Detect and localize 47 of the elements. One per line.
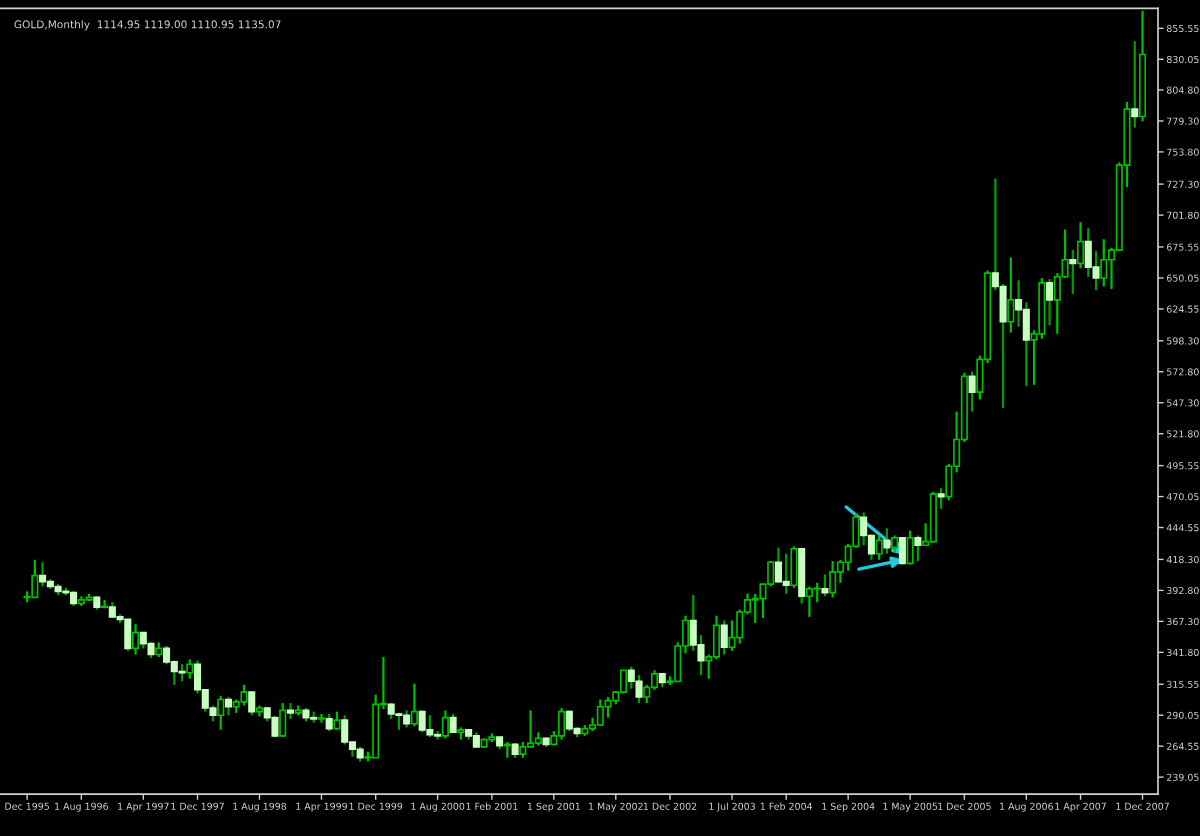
candlestick <box>937 487 945 510</box>
candlestick <box>1131 40 1139 129</box>
candlestick <box>1069 248 1077 295</box>
candlestick <box>883 527 891 555</box>
candlestick <box>968 370 976 413</box>
candlestick <box>790 545 798 589</box>
candlestick <box>782 552 790 595</box>
candlestick <box>132 623 140 656</box>
candlestick <box>906 529 914 566</box>
candlestick <box>1100 238 1108 288</box>
candlestick <box>426 714 434 739</box>
candlestick <box>317 712 325 724</box>
candlestick <box>1046 278 1054 327</box>
candlestick <box>596 698 604 728</box>
candlestick <box>124 618 132 652</box>
candlestick <box>604 695 612 719</box>
candlestick <box>441 709 449 740</box>
candlestick <box>101 598 109 610</box>
candlestick <box>798 546 806 605</box>
candlestick <box>914 534 922 563</box>
candlestick <box>162 644 171 666</box>
candlestick <box>635 674 643 705</box>
candlestick <box>279 702 287 739</box>
candlestick <box>829 559 837 599</box>
candlestick <box>224 695 233 717</box>
candlestick <box>898 536 906 566</box>
candlestick <box>449 712 457 734</box>
candlestick <box>558 706 566 741</box>
candlestick <box>418 709 426 734</box>
candlestick <box>286 702 295 721</box>
candlestick <box>410 682 418 728</box>
candlestick <box>248 691 256 717</box>
candlestick <box>821 573 829 598</box>
candlestick <box>217 694 225 731</box>
candlestick <box>31 558 39 599</box>
candlestick <box>805 585 813 618</box>
candlestick <box>341 714 349 746</box>
candlestick <box>1076 221 1085 270</box>
candlestick <box>720 619 728 656</box>
candlestick <box>1007 256 1015 334</box>
candlestick <box>240 683 248 707</box>
candlestick <box>186 658 194 680</box>
candlestick <box>333 710 341 731</box>
candlestick <box>565 709 573 733</box>
candlestick <box>929 490 937 544</box>
candlestick <box>875 534 883 561</box>
candlestick <box>39 561 47 588</box>
